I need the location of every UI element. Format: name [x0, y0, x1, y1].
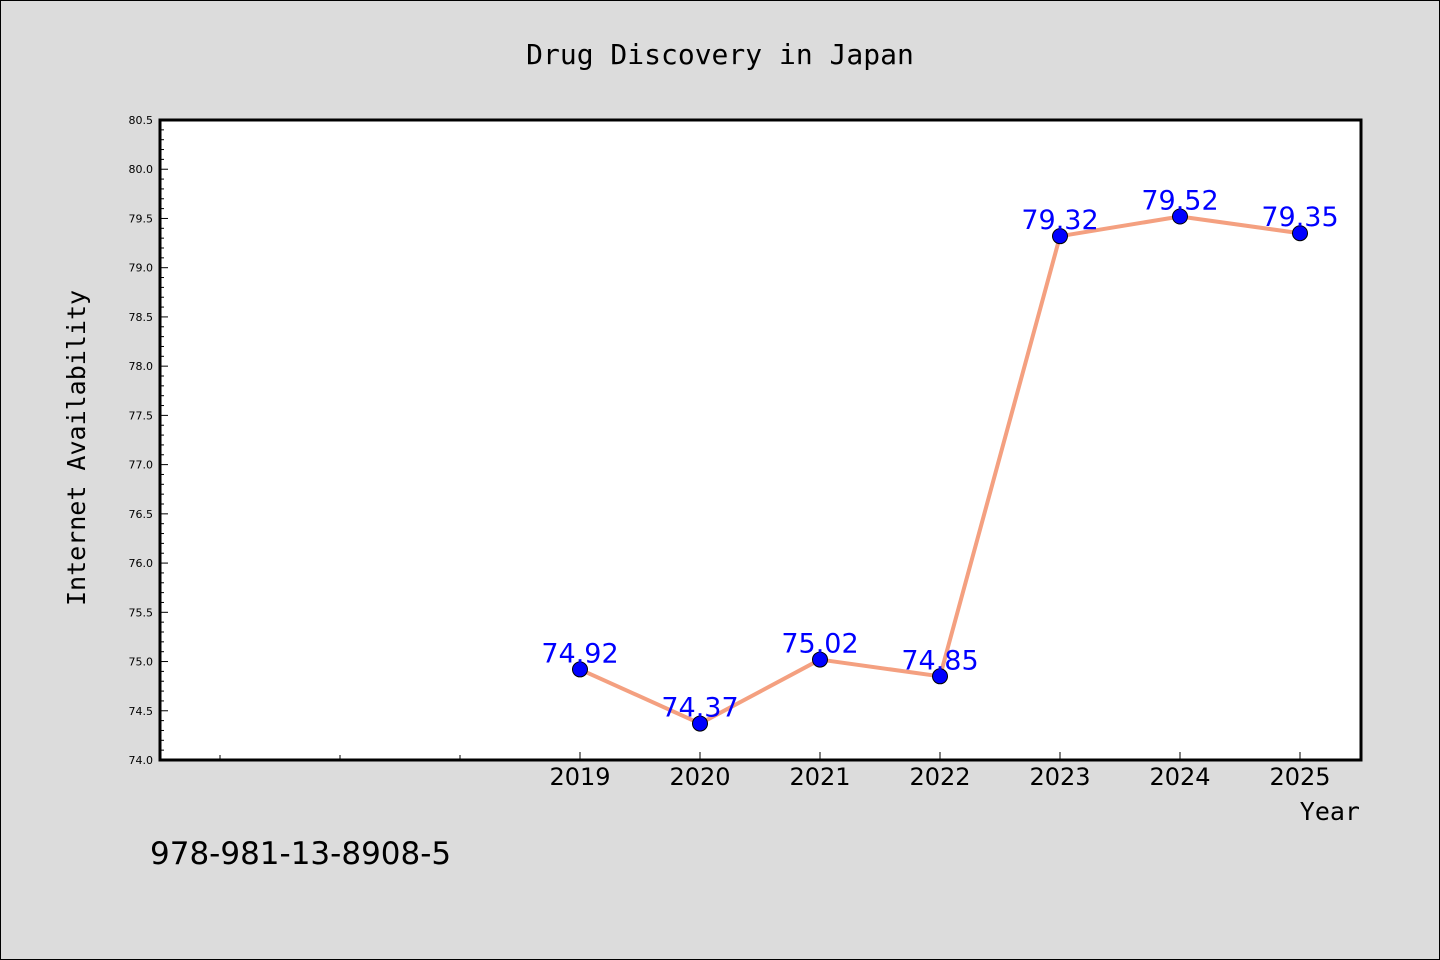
y-tick-label: 79.0: [129, 262, 154, 275]
data-label: 79.35: [1261, 202, 1338, 233]
data-label: 74.92: [541, 638, 618, 669]
footnote: 978-981-13-8908-5: [150, 836, 451, 872]
data-label: 74.37: [661, 693, 738, 724]
x-tick-label: 2023: [1029, 763, 1090, 791]
y-tick-label: 77.0: [129, 459, 154, 472]
x-tick-label: 2021: [789, 763, 850, 791]
y-tick-label: 74.5: [129, 705, 154, 718]
y-axis: 74.0 74.5 75.0 75.5 76.0 76.5 77.0 77.5 78.0 78.5…: [129, 114, 168, 767]
y-tick-label: 76.0: [129, 557, 154, 570]
x-tick-label: 2020: [669, 763, 730, 791]
data-point: [812, 651, 828, 668]
y-tick-label: 78.0: [129, 360, 154, 373]
series-group: 74.92 74.37 75.02 74.85 79.32 79.52 79.35: [541, 185, 1339, 732]
x-tick-label: 2022: [909, 763, 970, 791]
y-tick-label: 75.0: [129, 656, 154, 669]
x-axis-label: Year: [1300, 797, 1360, 826]
x-axis: 2019 2020 2021 2022 2023 2024 2025: [219, 752, 1331, 791]
y-tick-label: 76.5: [129, 508, 154, 521]
data-point: [932, 668, 948, 685]
data-label: 74.85: [901, 645, 978, 676]
y-tick-label: 80.0: [129, 163, 154, 176]
x-tick-label: 2024: [1149, 763, 1210, 791]
chart-title: Drug Discovery in Japan: [526, 38, 914, 71]
x-tick-label: 2019: [549, 763, 610, 791]
y-tick-label: 74.0: [129, 754, 154, 767]
data-label: 75.02: [781, 629, 858, 660]
data-point: [692, 715, 708, 732]
data-point: [1172, 208, 1188, 225]
data-label: 79.32: [1021, 205, 1098, 236]
y-axis-label: Internet Availability: [62, 290, 91, 606]
y-tick-label: 77.5: [129, 409, 154, 422]
data-point: [1052, 228, 1068, 245]
data-point: [572, 661, 588, 678]
y-tick-label: 75.5: [129, 606, 154, 619]
data-label: 79.52: [1141, 185, 1218, 216]
y-tick-label: 79.5: [129, 212, 154, 225]
data-point: [1292, 225, 1308, 242]
plot-area: [158, 118, 1363, 762]
y-tick-label: 78.5: [129, 311, 154, 324]
y-tick-label: 80.5: [129, 114, 154, 127]
x-tick-label: 2025: [1269, 763, 1330, 791]
